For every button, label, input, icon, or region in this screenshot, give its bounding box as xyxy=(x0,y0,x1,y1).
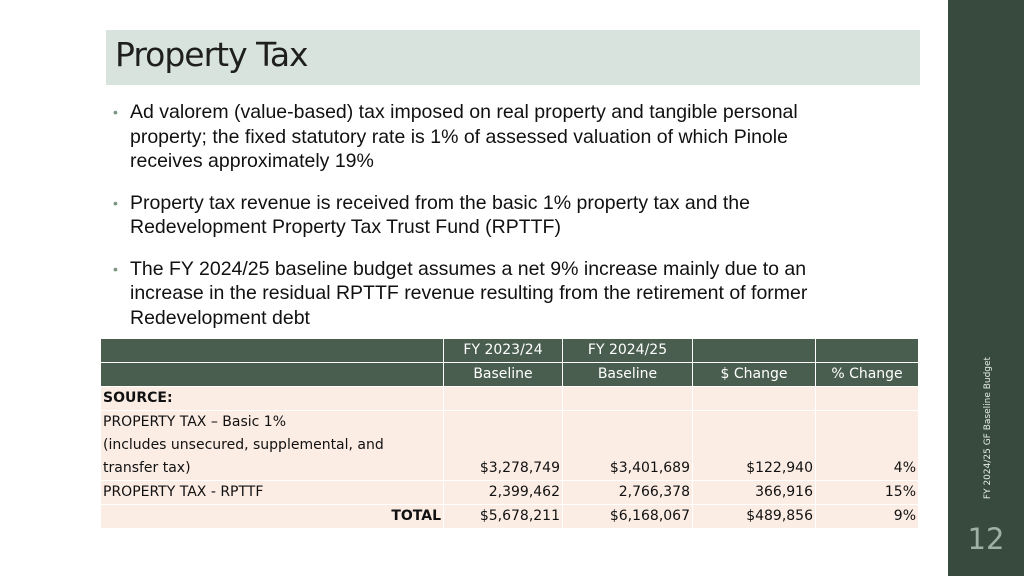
fy2425-value: 2,766,378 xyxy=(562,480,693,505)
page-title: Property Tax xyxy=(115,35,309,74)
header-cell: FY 2024/25 xyxy=(562,338,693,363)
header-cell: FY 2023/24 xyxy=(443,338,563,363)
fy2425-value: $3,401,689 xyxy=(562,410,693,481)
row-label-line: (includes unsecured, supplemental, and xyxy=(103,437,384,453)
source-label: SOURCE: xyxy=(100,386,444,411)
bullet-dot-icon: • xyxy=(113,104,118,120)
table-total-row: TOTAL $5,678,211 $6,168,067 $489,856 9% xyxy=(100,504,919,529)
bullet-list: • Ad valorem (value-based) tax imposed on… xyxy=(113,100,833,347)
pct-change-value: 4% xyxy=(815,410,919,481)
header-cell xyxy=(100,338,444,363)
side-label: FY 2024/25 GF Baseline Budget xyxy=(983,356,993,500)
change-total: $489,856 xyxy=(692,504,816,529)
table-row: SOURCE: xyxy=(100,386,919,411)
header-cell: Baseline xyxy=(562,362,693,387)
row-label-line: transfer tax) xyxy=(103,460,191,476)
table-cell xyxy=(815,386,919,411)
fy2324-total: $5,678,211 xyxy=(443,504,563,529)
side-band xyxy=(948,0,1024,576)
header-cell xyxy=(815,338,919,363)
table-cell xyxy=(692,386,816,411)
bullet-item: • Property tax revenue is received from t… xyxy=(113,191,833,240)
pct-change-total: 9% xyxy=(815,504,919,529)
bullet-text: The FY 2024/25 baseline budget assumes a… xyxy=(130,257,808,329)
fy2425-total: $6,168,067 xyxy=(562,504,693,529)
bullet-dot-icon: • xyxy=(113,260,118,277)
table-header-row: Baseline Baseline $ Change % Change xyxy=(100,362,919,387)
row-label: PROPERTY TAX - RPTTF xyxy=(100,480,444,505)
fy2324-value: 2,399,462 xyxy=(443,480,563,505)
row-label: PROPERTY TAX – Basic 1% (includes unsecu… xyxy=(100,410,444,481)
bullet-item: • Ad valorem (value-based) tax imposed on… xyxy=(113,100,833,174)
table-cell xyxy=(443,386,563,411)
table-row: PROPERTY TAX - RPTTF 2,399,462 2,766,378… xyxy=(100,480,919,505)
header-cell xyxy=(692,338,816,363)
property-tax-table: FY 2023/24 FY 2024/25 Baseline Baseline … xyxy=(100,338,919,529)
table-cell xyxy=(562,386,693,411)
bullet-text: Property tax revenue is received from th… xyxy=(130,191,750,239)
change-value: 366,916 xyxy=(692,480,816,505)
table-row: PROPERTY TAX – Basic 1% (includes unsecu… xyxy=(100,410,919,481)
total-label: TOTAL xyxy=(100,504,444,529)
change-value: $122,940 xyxy=(692,410,816,481)
header-cell: $ Change xyxy=(692,362,816,387)
bullet-item: • The FY 2024/25 baseline budget assumes … xyxy=(113,257,833,331)
title-bar: Property Tax xyxy=(106,30,920,85)
header-cell: % Change xyxy=(815,362,919,387)
bullet-text: Ad valorem (value-based) tax imposed on … xyxy=(130,101,798,172)
slide-number: 12 xyxy=(967,522,1005,556)
row-label-line: PROPERTY TAX – Basic 1% xyxy=(103,414,286,430)
fy2324-value: $3,278,749 xyxy=(443,410,563,481)
header-cell xyxy=(100,362,444,387)
bullet-dot-icon: • xyxy=(113,194,118,211)
table-header-row: FY 2023/24 FY 2024/25 xyxy=(100,338,919,363)
header-cell: Baseline xyxy=(443,362,563,387)
pct-change-value: 15% xyxy=(815,480,919,505)
